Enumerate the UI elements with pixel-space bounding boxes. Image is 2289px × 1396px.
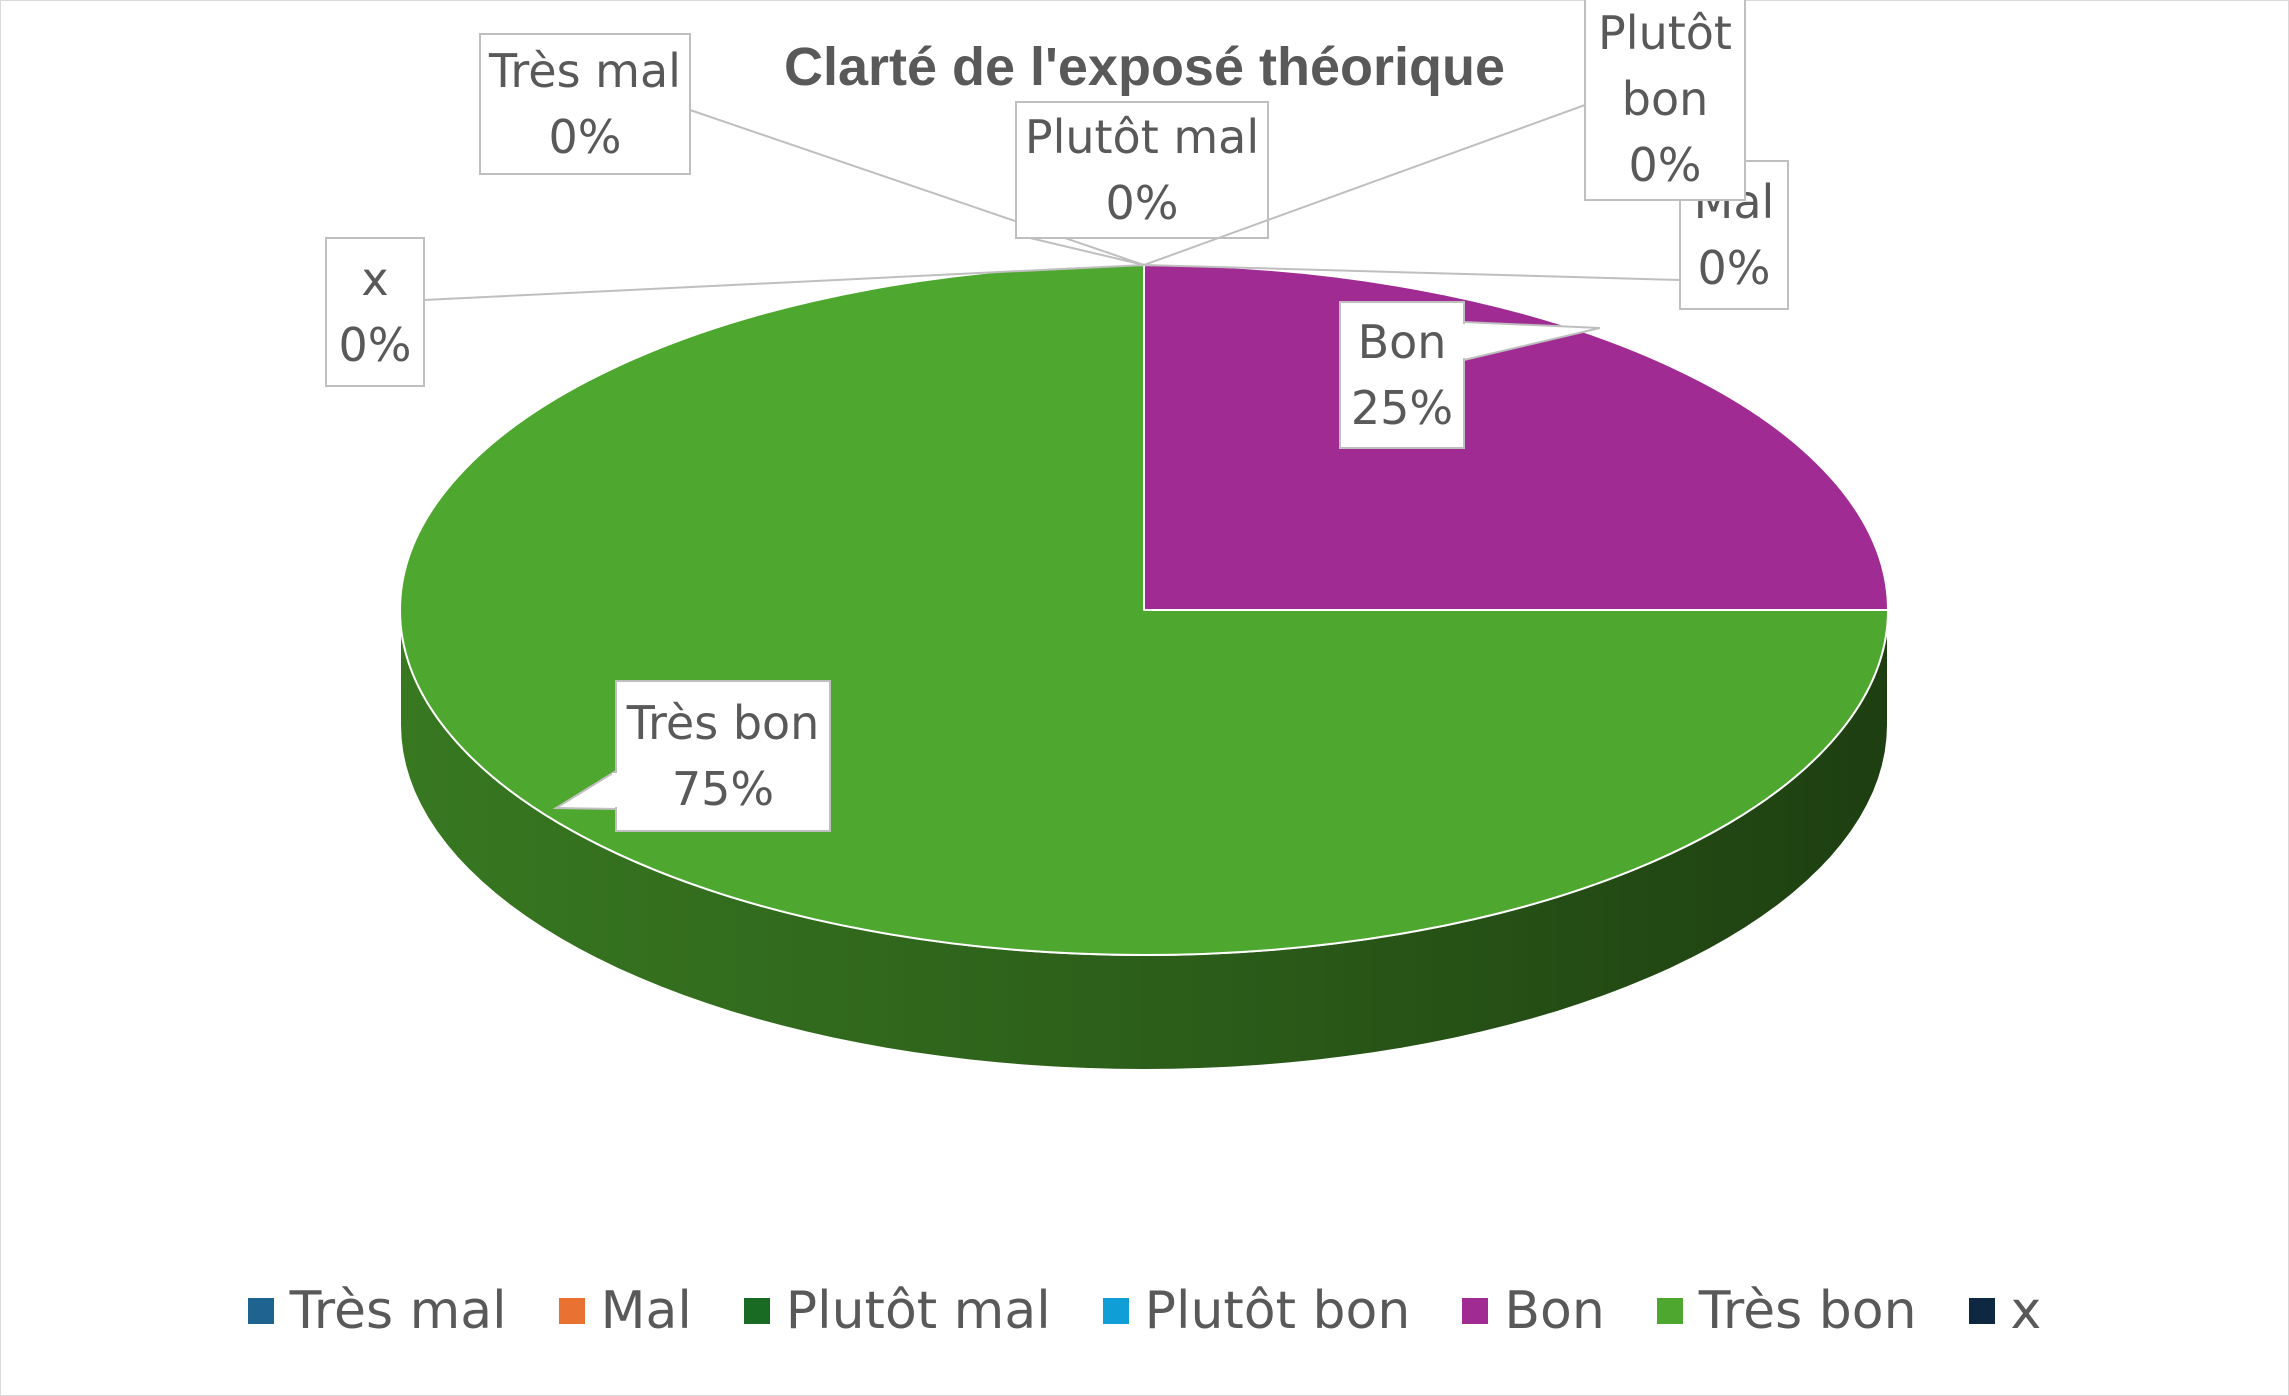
legend-label-plutot-mal: Plutôt mal [785, 1281, 1051, 1341]
legend-item-bon: Bon [1462, 1281, 1605, 1341]
leader-line-plutot-bon [1143, 104, 1586, 266]
legend-label-mal: Mal [600, 1281, 692, 1341]
legend-label-tres-mal: Très mal [289, 1281, 507, 1341]
legend-label-bon: Bon [1504, 1281, 1605, 1341]
data-label-category-tres-mal: Très mal [488, 44, 681, 98]
data-label-value-plutot-mal: 0% [1106, 176, 1179, 230]
leader-line-x [423, 264, 1145, 301]
legend-item-plutot-bon: Plutôt bon [1102, 1281, 1411, 1341]
legend-label-x: x [2010, 1281, 2042, 1341]
data-label-value-tres-bon: 75% [672, 762, 774, 816]
chart-title: Clarté de l'exposé théorique [783, 37, 1506, 97]
data-label-value-x: 0% [339, 318, 412, 372]
legend-item-tres-bon: Très bon [1656, 1281, 1917, 1341]
data-label-box-tres-bon [615, 680, 831, 832]
legend: Très mal Mal Plutôt mal Plutôt bon Bon Très b… [0, 1276, 2289, 1346]
legend-label-plutot-bon: Plutôt bon [1144, 1281, 1411, 1341]
leader-line-mal [1143, 264, 1681, 281]
data-label-category-plutot-mal: Plutôt mal [1025, 110, 1259, 164]
callout-joint-bon [1462, 324, 1468, 358]
legend-item-mal: Mal [558, 1281, 692, 1341]
callout-joint-tres-bon [612, 773, 618, 807]
data-label-box-plutot-mal [1015, 101, 1269, 239]
legend-swatch-plutot-mal [743, 1298, 770, 1324]
data-label-value-mal: 0% [1698, 241, 1771, 295]
legend-item-plutot-mal: Plutôt mal [743, 1281, 1051, 1341]
data-label-box-bon [1339, 301, 1465, 449]
legend-swatch-x [1968, 1298, 1995, 1324]
legend-swatch-bon [1462, 1298, 1489, 1324]
leader-line-tres-mal [689, 109, 1145, 266]
data-label-value-bon: 25% [1351, 381, 1453, 435]
data-label-category-bon: Bon [1358, 315, 1447, 369]
data-label-category-plutot-bon: Plutôt bon [1598, 6, 1732, 126]
data-label-box-x [325, 237, 425, 387]
data-label-box-tres-mal [479, 33, 691, 175]
legend-swatch-tres-bon [1656, 1298, 1683, 1324]
data-label-category-tres-bon: Très bon [626, 696, 820, 750]
data-label-value-plutot-bon: 0% [1629, 138, 1702, 192]
data-label-value-tres-mal: 0% [549, 110, 622, 164]
legend-item-tres-mal: Très mal [247, 1281, 507, 1341]
legend-swatch-plutot-bon [1102, 1298, 1129, 1324]
legend-swatch-mal [558, 1298, 585, 1324]
legend-label-tres-bon: Très bon [1698, 1281, 1917, 1341]
pie-slice-bon [1143, 264, 1889, 611]
data-label-category-x: x [361, 252, 388, 306]
legend-swatch-tres-mal [247, 1298, 274, 1324]
legend-item-x: x [1968, 1281, 2042, 1341]
data-label-box-plutot-bon [1584, 0, 1746, 201]
leader-line-plutot-mal [1029, 237, 1145, 266]
